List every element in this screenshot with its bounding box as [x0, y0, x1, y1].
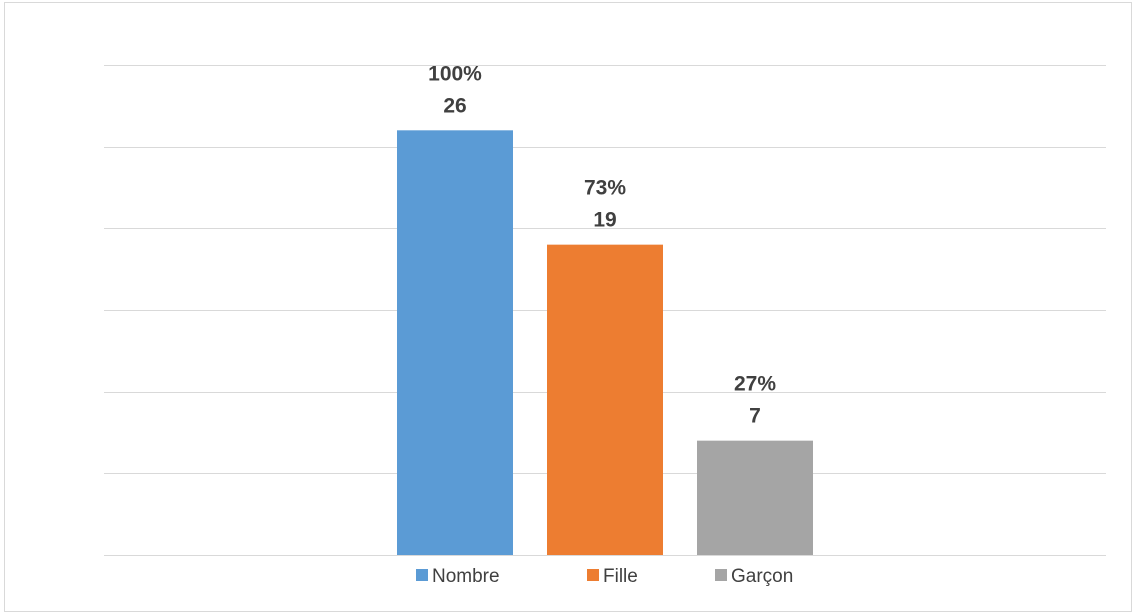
gridlines — [104, 65, 1106, 556]
legend-label: Garçon — [731, 566, 793, 587]
data-label-percent: 73% — [584, 177, 626, 200]
legend-label: Nombre — [432, 566, 500, 587]
data-label-value: 19 — [593, 209, 616, 232]
legend-item-nombre: Nombre — [416, 566, 500, 587]
legend-swatch — [587, 569, 599, 581]
bar-nombre — [397, 130, 513, 556]
bar-gar-on — [697, 440, 813, 555]
legend-item-gar-on: Garçon — [715, 566, 793, 587]
legend-item-fille: Fille — [587, 566, 638, 587]
data-label-value: 7 — [749, 405, 761, 428]
data-label-value: 26 — [443, 94, 466, 117]
data-label-percent: 100% — [428, 62, 482, 85]
legend: Nombre Fille Garçon — [416, 566, 793, 587]
bar-fille — [547, 244, 663, 556]
data-label-percent: 27% — [734, 373, 776, 396]
legend-swatch — [715, 569, 727, 581]
data-labels: 100% 26 73% 19 27% 7 — [428, 62, 776, 427]
legend-swatch — [416, 569, 428, 581]
bar-chart: 100% 26 73% 19 27% 7 Nombre Fille Garçon — [104, 62, 1106, 587]
bars — [397, 130, 813, 556]
legend-label: Fille — [603, 566, 638, 587]
